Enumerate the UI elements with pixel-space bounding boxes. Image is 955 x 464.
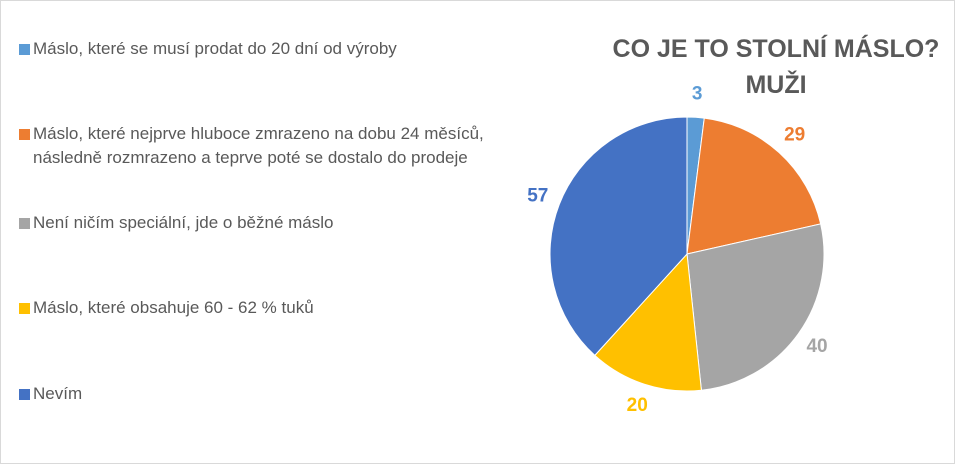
data-label: 40 (806, 336, 827, 357)
legend-label: Nevím (33, 384, 83, 403)
legend-swatch (19, 218, 30, 229)
legend-swatch (19, 129, 30, 140)
pie-slice (594, 252, 702, 392)
legend-swatch (19, 44, 30, 55)
legend-entry: Máslo, které nejprve hluboce zmrazeno na… (19, 122, 513, 170)
legend-entry: Máslo, které se musí prodat do 20 dní od… (19, 37, 513, 61)
legend-swatch (19, 389, 30, 400)
pie-slice (686, 223, 825, 391)
legend-swatch (19, 303, 30, 314)
data-label: 3 (692, 83, 703, 104)
legend-entry: Máslo, které obsahuje 60 - 62 % tuků (19, 296, 513, 320)
pie-slice (686, 117, 822, 255)
chart-title: CO JE TO STOLNÍ MÁSLO? MUŽI (612, 35, 940, 99)
legend-label: Máslo, které se musí prodat do 20 dní od… (33, 39, 397, 58)
data-label: 29 (784, 125, 805, 146)
legend-entry: Není ničím speciální, jde o běžné máslo (19, 211, 513, 235)
data-label: 57 (527, 185, 548, 206)
legend-label: Máslo, které nejprve hluboce zmrazeno na… (33, 124, 484, 167)
legend-label: Není ničím speciální, jde o běžné máslo (33, 213, 334, 232)
legend-entry: Nevím (19, 382, 513, 406)
legend-label: Máslo, které obsahuje 60 - 62 % tuků (33, 298, 314, 317)
pie-slice (549, 116, 688, 357)
data-label: 20 (627, 395, 648, 416)
